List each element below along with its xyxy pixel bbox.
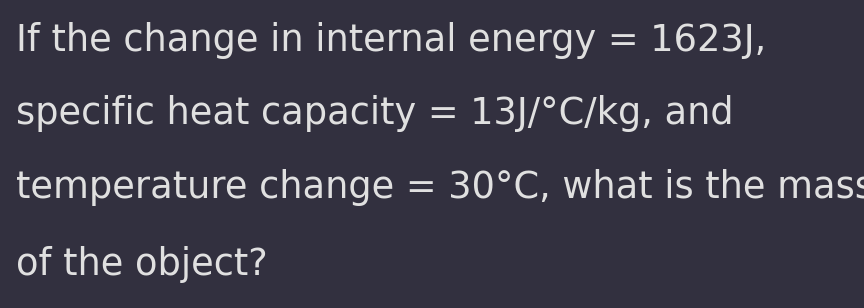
Text: specific heat capacity = 13J/°C/kg, and: specific heat capacity = 13J/°C/kg, and [16, 95, 734, 132]
Text: If the change in internal energy = 1623J,: If the change in internal energy = 1623J… [16, 22, 766, 59]
Text: temperature change = 30°C, what is the mass: temperature change = 30°C, what is the m… [16, 169, 864, 206]
Text: of the object?: of the object? [16, 246, 267, 283]
